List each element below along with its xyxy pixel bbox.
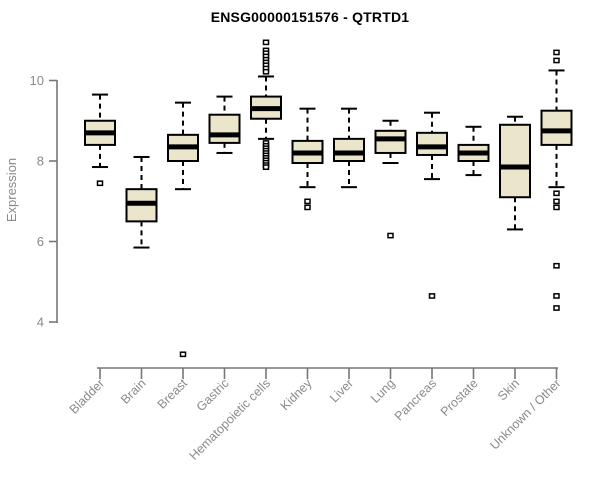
x-tick-label-gastric: Gastric bbox=[194, 376, 232, 414]
boxplot-prostate bbox=[457, 125, 490, 177]
boxplot-bladder bbox=[84, 93, 116, 187]
boxplot-lung bbox=[374, 119, 407, 239]
boxplot-breast bbox=[167, 101, 199, 358]
x-tick-label-breast: Breast bbox=[155, 376, 191, 412]
x-tick-label-liver: Liver bbox=[327, 376, 356, 405]
x-tick-label-pancreas: Pancreas bbox=[392, 376, 439, 423]
iqr-box bbox=[208, 113, 241, 144]
y-tick-label: 10 bbox=[30, 73, 44, 88]
outlier-point bbox=[553, 190, 560, 197]
outlier-point bbox=[553, 198, 560, 205]
y-tick-label: 4 bbox=[37, 315, 44, 330]
x-tick-label-skin: Skin bbox=[495, 376, 522, 403]
chart-title: ENSG00000151576 - QTRTD1 bbox=[210, 9, 410, 25]
x-tick-label-brain: Brain bbox=[118, 376, 149, 407]
outlier-point bbox=[553, 305, 560, 311]
x-tick-label-unknown-other: Unknown / Other bbox=[487, 376, 563, 452]
x-tick-label-kidney: Kidney bbox=[278, 376, 315, 413]
outlier-point bbox=[553, 49, 560, 56]
outlier-point bbox=[553, 57, 560, 64]
outlier-point bbox=[553, 293, 560, 299]
y-axis: 10 8 6 4 Expression bbox=[4, 73, 58, 330]
outlier-point bbox=[179, 351, 187, 358]
outlier-point bbox=[387, 232, 394, 239]
outlier-point bbox=[553, 262, 560, 269]
y-tick-label: 8 bbox=[37, 154, 44, 169]
boxplot-pancreas bbox=[416, 111, 448, 299]
iqr-box bbox=[416, 131, 448, 156]
boxplot-hematopoietic-cells bbox=[250, 39, 282, 170]
iqr-box bbox=[540, 109, 573, 146]
y-tick-label: 6 bbox=[37, 234, 44, 249]
iqr-box bbox=[333, 137, 365, 163]
boxplot-skin bbox=[499, 115, 531, 231]
x-tick-label-hematopoietic-cells: Hematopoietic cells bbox=[187, 376, 274, 463]
outlier-point bbox=[262, 68, 270, 75]
outlier-point bbox=[96, 180, 104, 187]
iqr-box bbox=[374, 129, 407, 154]
outlier-point bbox=[262, 164, 270, 170]
boxplot-unknown-other bbox=[540, 49, 573, 311]
y-axis-title: Expression bbox=[4, 158, 19, 222]
outlier-point bbox=[304, 204, 311, 211]
boxplot-kidney bbox=[291, 107, 324, 211]
x-tick-label-prostate: Prostate bbox=[438, 376, 481, 419]
outlier-point bbox=[304, 198, 311, 205]
outlier-point bbox=[553, 204, 560, 211]
boxplot-brain bbox=[125, 155, 158, 249]
boxplot-liver bbox=[333, 107, 365, 189]
iqr-box bbox=[499, 123, 531, 199]
x-tick-label-lung: Lung bbox=[368, 376, 398, 406]
x-tick-label-bladder: Bladder bbox=[67, 376, 107, 416]
outlier-point bbox=[428, 293, 436, 299]
boxplot-gastric bbox=[208, 95, 241, 154]
outlier-point bbox=[262, 39, 270, 46]
